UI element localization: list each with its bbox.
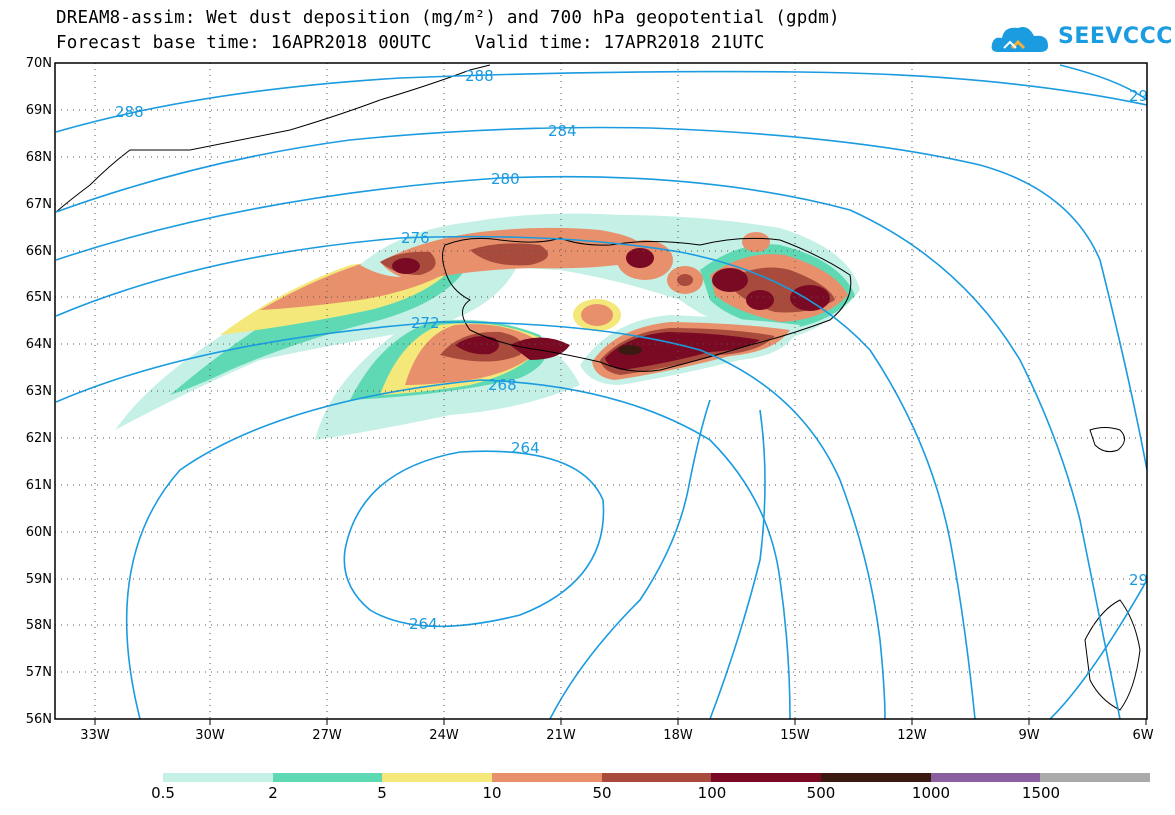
contour-label: 280 xyxy=(491,170,520,188)
legend-color-box xyxy=(1040,773,1151,782)
map-title-line2: Forecast base time: 16APR2018 00UTC Vali… xyxy=(56,33,765,53)
legend-label: 500 xyxy=(806,784,836,802)
lon-label: 15W xyxy=(780,728,810,743)
geopotential-contours xyxy=(55,64,1147,719)
legend-label: 1000 xyxy=(911,784,951,802)
lon-label: 18W xyxy=(663,728,693,743)
cloud-icon xyxy=(991,27,1048,52)
legend-label: 10 xyxy=(482,784,502,802)
lat-label: 62N xyxy=(25,431,52,446)
lon-label: 6W xyxy=(1132,728,1154,743)
coastline xyxy=(55,64,1141,711)
lon-label: 9W xyxy=(1018,728,1040,743)
lat-label: 67N xyxy=(25,197,52,212)
legend-color-box xyxy=(382,773,493,782)
dust-field xyxy=(115,213,860,440)
contour-label: 272 xyxy=(411,314,440,332)
legend-label: 2 xyxy=(268,784,278,802)
legend-color-box xyxy=(930,773,1041,782)
contour-label: 264 xyxy=(511,439,540,457)
contour-label: 268 xyxy=(488,376,517,394)
map-title-line1: DREAM8-assim: Wet dust deposition (mg/m²… xyxy=(56,8,840,28)
legend-color-box xyxy=(601,773,712,782)
lon-label: 24W xyxy=(429,728,459,743)
legend-label: 1500 xyxy=(1021,784,1061,802)
legend-label: 5 xyxy=(377,784,387,802)
lat-label: 56N xyxy=(25,712,52,727)
lat-label: 66N xyxy=(25,244,52,259)
legend-colorbar xyxy=(163,773,1151,782)
legend-color-box xyxy=(163,773,273,782)
axis-ticks xyxy=(94,719,1147,725)
contour-label: 29 xyxy=(1129,571,1148,589)
lat-label: 69N xyxy=(25,103,52,118)
legend-label: 50 xyxy=(592,784,612,802)
lat-label: 59N xyxy=(25,572,52,587)
contour-label: 288 xyxy=(115,103,144,121)
graticule xyxy=(55,63,1147,719)
legend-label: 0.5 xyxy=(151,784,175,802)
lon-label: 21W xyxy=(546,728,576,743)
lon-label: 33W xyxy=(80,728,110,743)
legend-color-box xyxy=(492,773,602,782)
lon-label: 30W xyxy=(195,728,225,743)
contour-label: 276 xyxy=(401,229,430,247)
legend-color-box xyxy=(821,773,931,782)
map-frame xyxy=(54,62,1148,720)
lat-label: 64N xyxy=(25,337,52,352)
contour-label: 284 xyxy=(548,122,577,140)
lat-label: 58N xyxy=(25,618,52,633)
contour-labels: 288 288 284 280 276 272 268 264 264 29 2… xyxy=(115,67,1148,633)
lat-label: 57N xyxy=(25,665,52,680)
lat-label: 68N xyxy=(25,150,52,165)
legend-color-box xyxy=(272,773,383,782)
logo-text: SEEVCCC xyxy=(1058,24,1173,49)
legend-color-box xyxy=(711,773,822,782)
lat-label: 60N xyxy=(25,525,52,540)
contour-label: 264 xyxy=(409,615,438,633)
lon-label: 27W xyxy=(312,728,342,743)
contour-label: 288 xyxy=(465,67,494,85)
lat-label: 70N xyxy=(25,56,52,71)
lat-label: 63N xyxy=(25,384,52,399)
lon-label: 12W xyxy=(897,728,927,743)
contour-label: 29 xyxy=(1129,87,1148,105)
lat-label: 65N xyxy=(25,290,52,305)
legend-label: 100 xyxy=(697,784,727,802)
lat-label: 61N xyxy=(25,478,52,493)
